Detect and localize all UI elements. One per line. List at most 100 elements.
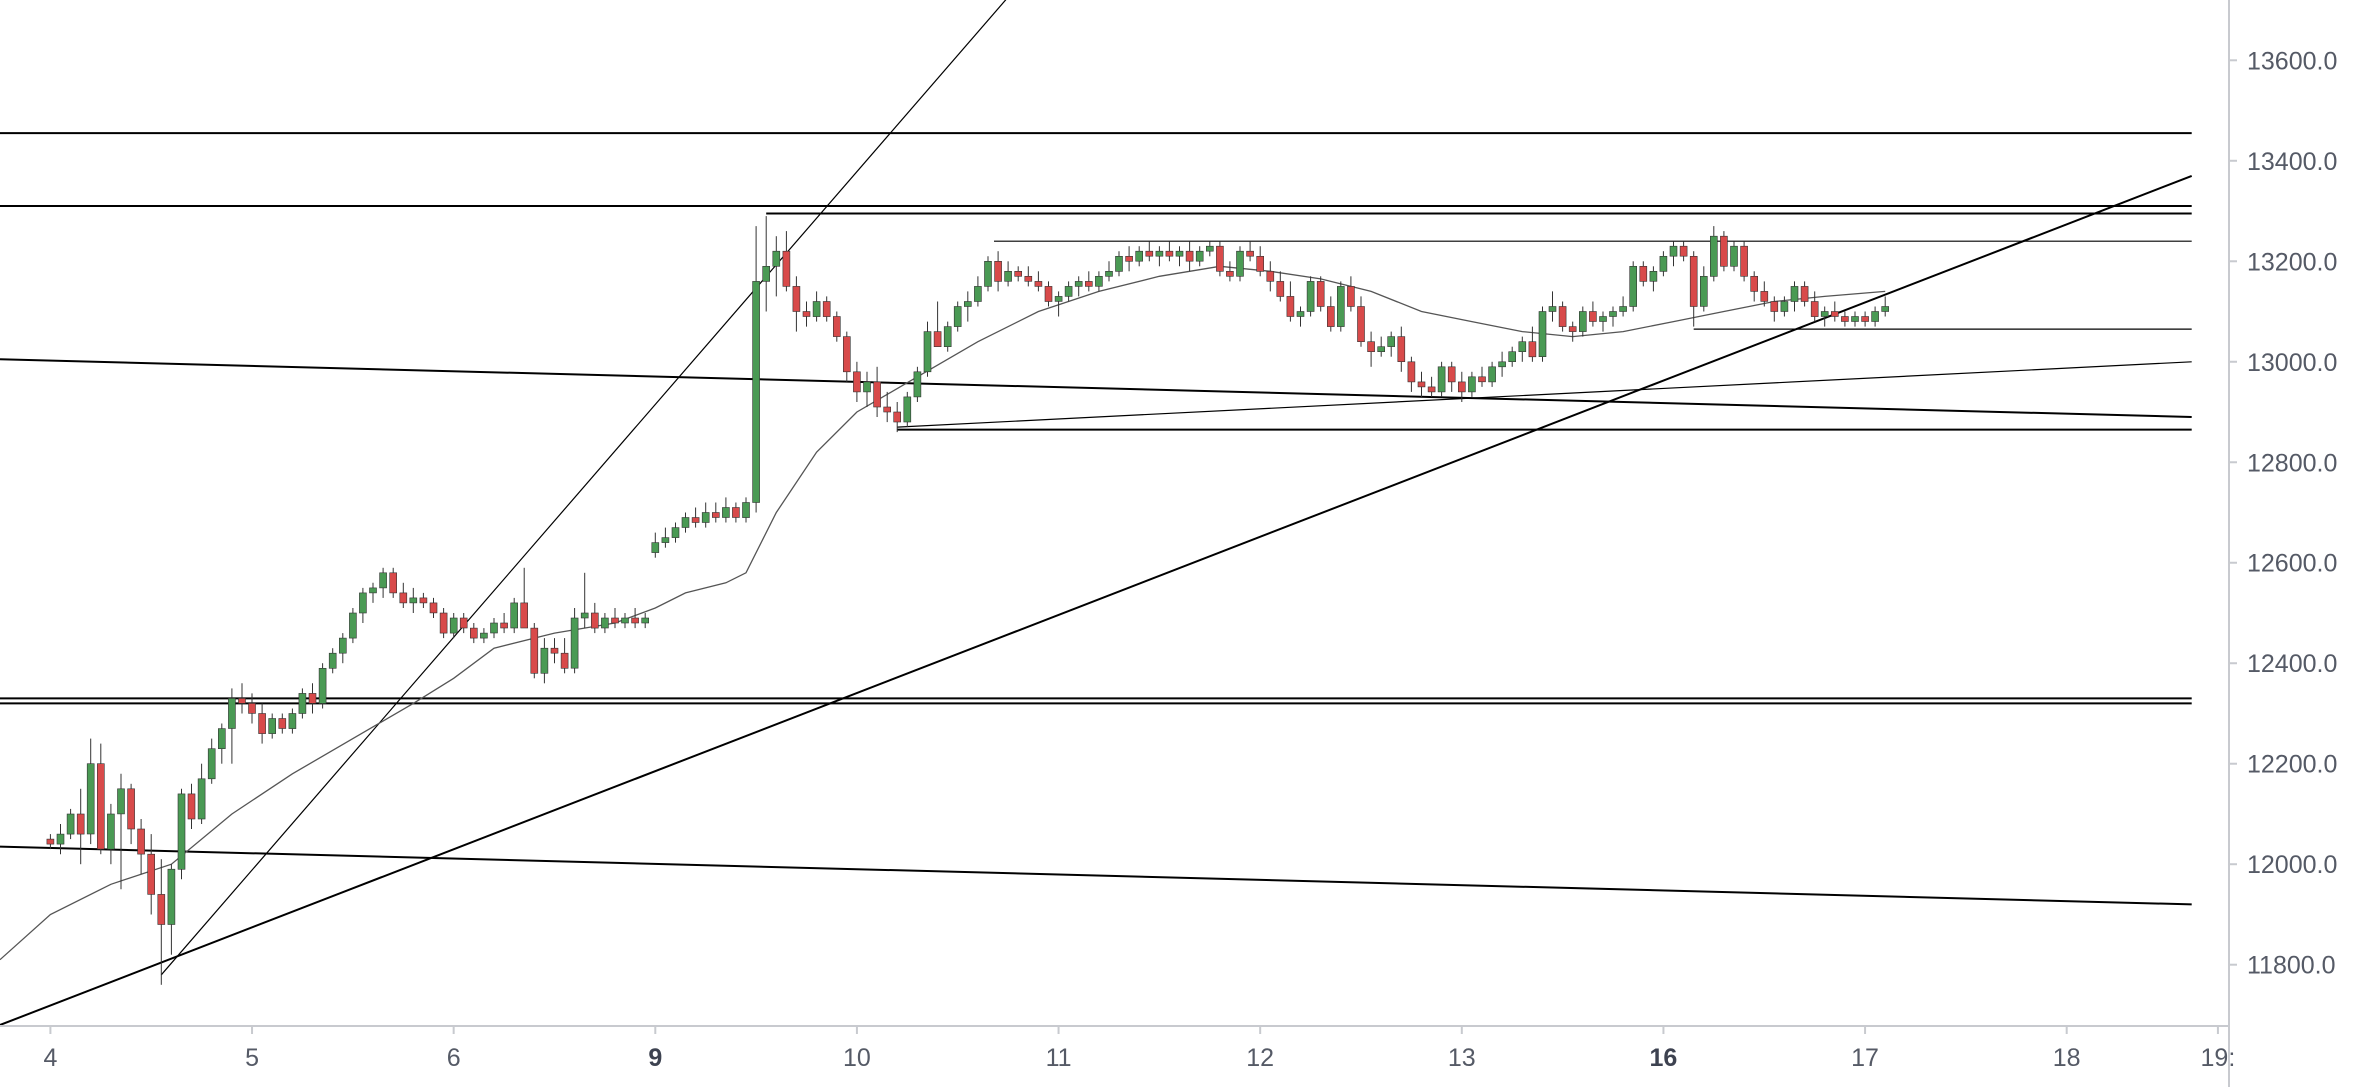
candle[interactable]: [1427, 376, 1436, 397]
candle[interactable]: [1316, 276, 1325, 312]
candle[interactable]: [1407, 356, 1416, 392]
candle[interactable]: [1528, 326, 1537, 362]
candle[interactable]: [1357, 296, 1365, 347]
candle[interactable]: [883, 391, 892, 423]
candle[interactable]: [863, 371, 871, 407]
candle[interactable]: [349, 608, 357, 644]
candle[interactable]: [1226, 261, 1234, 282]
candle[interactable]: [1740, 241, 1748, 282]
candle[interactable]: [873, 366, 881, 417]
candle[interactable]: [389, 567, 398, 598]
candle[interactable]: [832, 311, 841, 342]
candle[interactable]: [107, 803, 115, 865]
candle[interactable]: [550, 638, 559, 664]
candle[interactable]: [903, 391, 912, 428]
candle[interactable]: [913, 366, 922, 402]
candle[interactable]: [328, 648, 337, 674]
candle[interactable]: [1397, 326, 1406, 372]
candle[interactable]: [1306, 276, 1315, 317]
candle[interactable]: [268, 713, 277, 739]
candle[interactable]: [1437, 361, 1446, 397]
candle[interactable]: [1669, 241, 1678, 267]
candle[interactable]: [429, 597, 438, 618]
candle[interactable]: [1347, 276, 1355, 312]
candle[interactable]: [147, 834, 155, 915]
candle[interactable]: [288, 708, 297, 734]
candle[interactable]: [1871, 306, 1879, 327]
time-axis[interactable]: 4 5 6 9 10 11 12 13 16 17 18 19:: [43, 1026, 2235, 1072]
candle[interactable]: [722, 497, 730, 523]
candle[interactable]: [86, 738, 95, 845]
candle[interactable]: [1337, 281, 1345, 332]
candle[interactable]: [570, 608, 579, 674]
candle[interactable]: [1720, 231, 1728, 272]
candle[interactable]: [1246, 241, 1254, 262]
plot-area[interactable]: [0, 0, 2193, 1025]
candle[interactable]: [1085, 271, 1093, 292]
descending-trendline-lower[interactable]: [0, 845, 2192, 906]
candle[interactable]: [1165, 241, 1174, 262]
candle[interactable]: [318, 663, 327, 709]
candle[interactable]: [822, 296, 831, 322]
candle[interactable]: [1790, 281, 1799, 312]
candle[interactable]: [490, 618, 498, 639]
candle[interactable]: [1286, 281, 1295, 322]
candle[interactable]: [1750, 271, 1758, 302]
candle[interactable]: [1014, 266, 1023, 282]
candle[interactable]: [1609, 306, 1617, 327]
candle[interactable]: [1700, 266, 1708, 312]
candle[interactable]: [1327, 296, 1335, 332]
candle[interactable]: [1780, 296, 1789, 317]
candle[interactable]: [1377, 336, 1385, 357]
ascending-trendline-steep[interactable]: [160, 0, 1562, 976]
candle[interactable]: [56, 824, 65, 855]
candle[interactable]: [1679, 241, 1688, 262]
candle[interactable]: [772, 236, 781, 297]
candle[interactable]: [369, 582, 377, 603]
candle[interactable]: [953, 301, 962, 332]
candle[interactable]: [681, 512, 690, 533]
candle[interactable]: [1649, 266, 1658, 292]
candle[interactable]: [1417, 371, 1426, 397]
candle[interactable]: [701, 502, 710, 528]
candle[interactable]: [1296, 306, 1305, 327]
candle[interactable]: [469, 623, 478, 644]
candle[interactable]: [167, 864, 176, 955]
candle[interactable]: [218, 723, 226, 764]
candle[interactable]: [76, 788, 85, 865]
candle[interactable]: [893, 402, 902, 433]
candle[interactable]: [1155, 246, 1164, 267]
candle[interactable]: [762, 216, 771, 312]
candle[interactable]: [338, 633, 347, 664]
candle[interactable]: [560, 638, 569, 674]
candle[interactable]: [752, 226, 760, 513]
candle[interactable]: [1538, 306, 1547, 362]
candle[interactable]: [651, 532, 660, 558]
candle[interactable]: [228, 688, 236, 764]
candle[interactable]: [1044, 281, 1053, 307]
candle[interactable]: [1206, 241, 1214, 257]
candle[interactable]: [711, 502, 720, 523]
candle[interactable]: [1095, 271, 1103, 292]
candle[interactable]: [691, 507, 700, 528]
candle[interactable]: [530, 623, 539, 679]
candle[interactable]: [510, 597, 519, 634]
candle[interactable]: [1387, 331, 1395, 357]
candle[interactable]: [1689, 251, 1698, 327]
candle[interactable]: [923, 321, 932, 377]
candle[interactable]: [1115, 251, 1123, 277]
candle[interactable]: [812, 291, 821, 322]
candle[interactable]: [1216, 241, 1224, 277]
candle[interactable]: [1185, 241, 1194, 272]
candle[interactable]: [1034, 271, 1043, 292]
descending-trendline-upper[interactable]: [0, 358, 2192, 418]
candle[interactable]: [459, 613, 468, 634]
candle[interactable]: [127, 783, 135, 845]
candle[interactable]: [1760, 281, 1769, 307]
candle[interactable]: [1800, 281, 1809, 307]
candle[interactable]: [1105, 261, 1113, 282]
candle[interactable]: [1468, 371, 1476, 397]
candle[interactable]: [197, 763, 206, 824]
candle[interactable]: [1256, 246, 1264, 277]
candle[interactable]: [1851, 311, 1859, 327]
